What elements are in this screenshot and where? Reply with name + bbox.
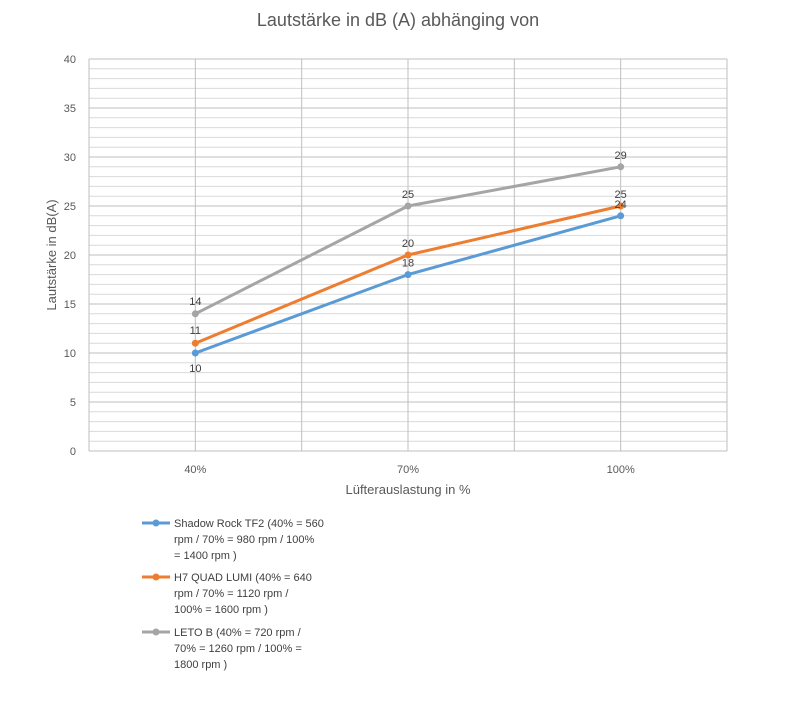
data-point bbox=[404, 202, 412, 210]
data-point bbox=[191, 310, 199, 318]
legend-label: rpm / 70% = 1120 rpm / bbox=[174, 588, 289, 600]
data-label: 18 bbox=[402, 258, 414, 270]
data-label: 29 bbox=[615, 150, 627, 162]
legend-label: 70% = 1260 rpm / 100% = bbox=[174, 643, 302, 655]
legend-label: Shadow Rock TF2 (40% = 560 bbox=[174, 518, 324, 530]
data-point bbox=[191, 339, 199, 347]
data-label: 14 bbox=[189, 296, 201, 308]
y-tick-label: 30 bbox=[64, 152, 76, 164]
x-tick-label: 40% bbox=[184, 464, 206, 476]
y-tick-label: 0 bbox=[70, 446, 76, 458]
legend-marker bbox=[152, 519, 160, 527]
data-label: 25 bbox=[615, 189, 627, 201]
legend-label: rpm / 70% = 980 rpm / 100% bbox=[174, 534, 315, 546]
y-axis-ticks: 0 5 10 15 20 25 30 35 40 bbox=[64, 54, 76, 458]
data-point bbox=[404, 271, 412, 279]
data-point bbox=[191, 349, 199, 357]
y-tick-label: 10 bbox=[64, 348, 76, 360]
y-tick-label: 20 bbox=[64, 250, 76, 262]
legend: Shadow Rock TF2 (40% = 560 rpm / 70% = 98… bbox=[142, 518, 324, 671]
legend-marker bbox=[152, 628, 160, 636]
data-label: 11 bbox=[190, 325, 201, 337]
legend-label: 100% = 1600 rpm ) bbox=[174, 604, 268, 616]
data-point bbox=[617, 212, 625, 220]
legend-item: H7 QUAD LUMI (40% = 640 rpm / 70% = 1120 … bbox=[142, 572, 312, 616]
data-point bbox=[617, 202, 625, 210]
data-label: 25 bbox=[402, 189, 414, 201]
y-axis-label: Lautstärke in dB(A) bbox=[44, 199, 59, 310]
x-axis-ticks: 40% 70% 100% bbox=[184, 464, 635, 476]
x-tick-label: 100% bbox=[607, 464, 635, 476]
y-tick-label: 40 bbox=[64, 54, 76, 66]
data-label: 24 bbox=[615, 199, 627, 211]
data-point bbox=[404, 251, 412, 259]
series-2 bbox=[191, 202, 625, 347]
y-tick-label: 5 bbox=[70, 397, 76, 409]
data-label: 10 bbox=[189, 363, 201, 375]
legend-label: H7 QUAD LUMI (40% = 640 bbox=[174, 572, 312, 584]
legend-marker bbox=[152, 573, 160, 581]
x-tick-label: 70% bbox=[397, 464, 419, 476]
series-layer: 10 18 24 11 20 25 14 25 29 bbox=[189, 150, 627, 375]
legend-label: LETO B (40% = 720 rpm / bbox=[174, 627, 302, 639]
y-tick-label: 25 bbox=[64, 201, 76, 213]
legend-label: 1800 rpm ) bbox=[174, 659, 227, 671]
data-label: 20 bbox=[402, 238, 414, 250]
data-point bbox=[617, 163, 625, 171]
x-axis-label: Lüfterauslastung in % bbox=[345, 482, 470, 497]
chart-title: Lautstärke in dB (A) abhänging von bbox=[257, 10, 539, 30]
legend-label: = 1400 rpm ) bbox=[174, 550, 237, 562]
series-3 bbox=[191, 163, 625, 318]
legend-item: Shadow Rock TF2 (40% = 560 rpm / 70% = 98… bbox=[142, 518, 324, 562]
y-tick-label: 35 bbox=[64, 103, 76, 115]
y-tick-label: 15 bbox=[64, 299, 76, 311]
series-1 bbox=[191, 212, 625, 357]
legend-item: LETO B (40% = 720 rpm / 70% = 1260 rpm / … bbox=[142, 627, 302, 671]
